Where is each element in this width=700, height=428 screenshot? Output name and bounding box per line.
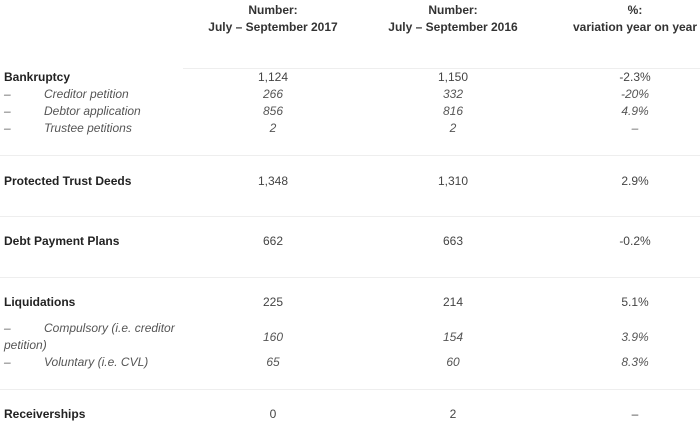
header-line: July – September 2016 <box>388 20 518 34</box>
header-line: Number: <box>248 3 298 17</box>
divider <box>0 155 700 156</box>
cell-value: 60 <box>446 355 460 369</box>
header-line: %: <box>627 3 643 17</box>
dash: – <box>4 321 11 335</box>
cell-value: -20% <box>620 87 649 101</box>
cell-value: -0.2% <box>619 234 651 248</box>
cell-value: 1,348 <box>257 174 289 188</box>
divider <box>183 68 700 69</box>
divider <box>0 389 700 390</box>
row-label: Debt Payment Plans <box>4 234 120 248</box>
row-label: Liquidations <box>4 295 76 309</box>
cell-value: 2 <box>269 121 277 135</box>
divider <box>0 277 700 278</box>
header-line: variation year on year <box>572 20 698 34</box>
cell-value: 1,310 <box>437 174 469 188</box>
row-label-cont: petition) <box>4 338 47 352</box>
dash: – <box>4 355 11 369</box>
dash: – <box>4 104 11 118</box>
cell-value: 816 <box>442 104 464 118</box>
row-label: Trustee petitions <box>44 121 132 135</box>
row-label: Creditor petition <box>44 87 129 101</box>
divider <box>0 216 700 217</box>
dash: – <box>4 87 11 101</box>
cell-value: 160 <box>262 330 284 344</box>
cell-value: 5.1% <box>621 295 649 309</box>
row-label: Debtor application <box>44 104 141 118</box>
header-line: July – September 2017 <box>208 20 338 34</box>
row-label: Voluntary (i.e. CVL) <box>44 355 149 369</box>
cell-value: 214 <box>442 295 464 309</box>
cell-value: 332 <box>442 87 464 101</box>
cell-value: 663 <box>442 234 464 248</box>
header-variation: %: variation year on year <box>545 3 700 35</box>
row-label: Protected Trust Deeds <box>4 174 132 188</box>
cell-value: 8.3% <box>621 355 649 369</box>
cell-value: 3.9% <box>621 330 649 344</box>
cell-value: 225 <box>262 295 284 309</box>
row-label: Bankruptcy <box>4 70 71 84</box>
cell-value: 65 <box>266 355 280 369</box>
row-label: Receiverships <box>4 407 86 421</box>
header-line: Number: <box>428 3 478 17</box>
cell-value: 856 <box>262 104 284 118</box>
cell-value: 1,150 <box>437 70 469 84</box>
cell-value: 154 <box>442 330 464 344</box>
header-2016: Number: July – September 2016 <box>363 3 543 35</box>
cell-value: 662 <box>262 234 284 248</box>
header-2017: Number: July – September 2017 <box>183 3 363 35</box>
dash: – <box>4 121 11 135</box>
cell-value: 0 <box>269 407 277 421</box>
cell-value: 2 <box>449 121 457 135</box>
cell-value: -2.3% <box>619 70 651 84</box>
row-label: Compulsory (i.e. creditor <box>44 321 175 335</box>
cell-value: 2.9% <box>621 174 649 188</box>
cell-value: – <box>631 121 639 135</box>
cell-value: 266 <box>262 87 284 101</box>
cell-value: 4.9% <box>621 104 649 118</box>
cell-value: 1,124 <box>257 70 289 84</box>
cell-value: 2 <box>449 407 457 421</box>
cell-value: – <box>631 407 639 421</box>
